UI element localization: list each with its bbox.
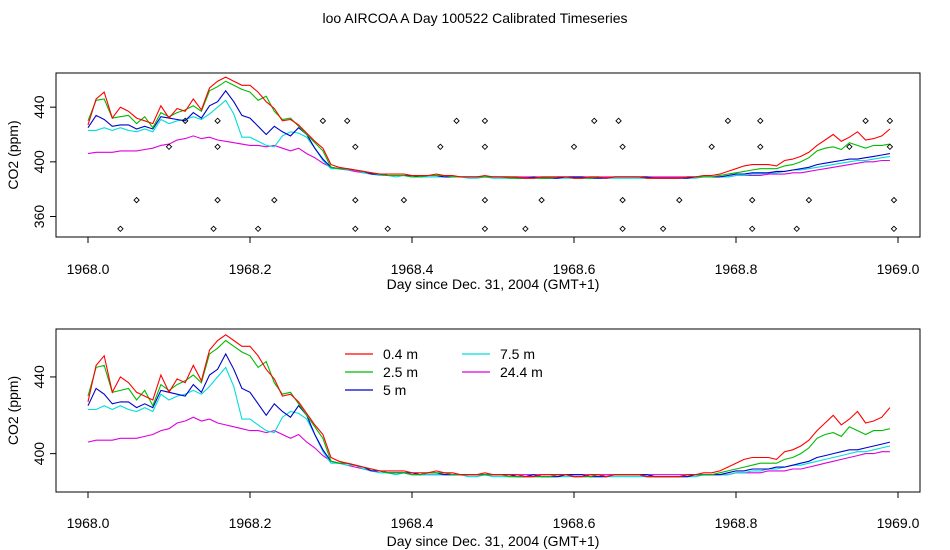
x-tick-label: 1969.0 [877,261,920,277]
marker-point [352,225,359,233]
series-line-24-4-m-panel-1 [87,135,890,178]
series-line-2-5-m-panel-1 [87,80,890,179]
series-line-0-4-m-panel-2 [87,334,891,478]
y-tick-label: 440 [31,95,47,119]
series-line-24-4-m-panel-2 [87,416,890,476]
y-tick-label: 400 [31,442,47,466]
marker-point [659,225,667,233]
series-line-2-5-m-panel-2 [87,339,891,478]
marker-point [793,225,800,233]
y-tick-label: 360 [31,205,47,229]
marker-point [748,225,756,233]
marker-point [886,143,894,151]
figure-title: loo AIRCOA A Day 100522 Calibrated Times… [322,10,628,26]
plot-frame-2 [55,328,921,493]
marker-point [481,225,489,233]
marker-point [890,196,898,204]
marker-point [862,117,869,125]
legend-label: 0.4 m [383,346,418,362]
marker-point [846,143,853,151]
y-axis-label: CO2 (ppm) [5,376,21,445]
legend-label: 7.5 m [500,346,535,362]
x-tick-label: 1968.0 [67,515,110,531]
y-tick-label: 440 [31,365,47,389]
series-line-7-5-m-panel-1 [88,99,890,179]
marker-point [210,225,217,233]
marker-point [619,196,626,204]
marker-point [437,143,444,151]
marker-point [591,117,598,125]
marker-point [570,143,578,151]
x-tick-label: 1968.8 [715,261,758,277]
marker-point [805,196,813,204]
y-axis-label: CO2 (ppm) [5,120,21,189]
marker-point [748,196,756,204]
marker-point [181,117,189,125]
marker-point [117,225,124,233]
x-tick-label: 1968.4 [391,515,434,531]
marker-point [619,143,626,151]
y-tick-label: 400 [31,150,47,174]
marker-point [319,117,327,125]
marker-point [890,225,898,233]
marker-point [214,117,221,125]
x-tick-label: 1968.8 [715,515,758,531]
x-tick-label: 1969.0 [877,515,920,531]
marker-point [254,225,262,233]
marker-point [214,143,221,151]
series-line-0-4-m-panel-1 [87,76,891,179]
x-tick-label: 1968.4 [391,261,434,277]
marker-point [165,143,173,151]
marker-point [481,117,489,125]
legend-label: 5 m [383,382,406,398]
marker-point [757,143,764,151]
x-tick-label: 1968.6 [553,515,596,531]
marker-point [886,117,894,125]
marker-point [619,225,626,233]
marker-point [352,143,359,151]
marker-point [271,196,278,204]
marker-point [615,117,622,125]
marker-point [724,117,732,125]
x-axis-label: Day since Dec. 31, 2004 (GMT+1) [387,276,600,292]
marker-point [453,117,460,125]
marker-point [708,143,715,151]
marker-point [384,225,391,233]
x-axis-label: Day since Dec. 31, 2004 (GMT+1) [387,533,600,549]
legend-label: 2.5 m [383,364,418,380]
series-line-7-5-m-panel-2 [88,366,891,478]
legend-label: 24.4 m [500,364,543,380]
x-tick-label: 1968.0 [67,261,110,277]
marker-point [522,225,529,233]
marker-point [538,196,545,204]
marker-point [676,196,683,204]
x-tick-label: 1968.6 [553,261,596,277]
marker-point [214,196,221,204]
marker-point [352,196,359,204]
marker-point [133,196,140,204]
marker-point [481,196,489,204]
plot-frame-1 [55,72,921,238]
x-tick-label: 1968.2 [229,515,272,531]
marker-point [481,143,489,151]
marker-point [757,117,764,125]
marker-point [343,117,351,125]
x-tick-label: 1968.2 [229,261,272,277]
marker-point [400,196,408,204]
